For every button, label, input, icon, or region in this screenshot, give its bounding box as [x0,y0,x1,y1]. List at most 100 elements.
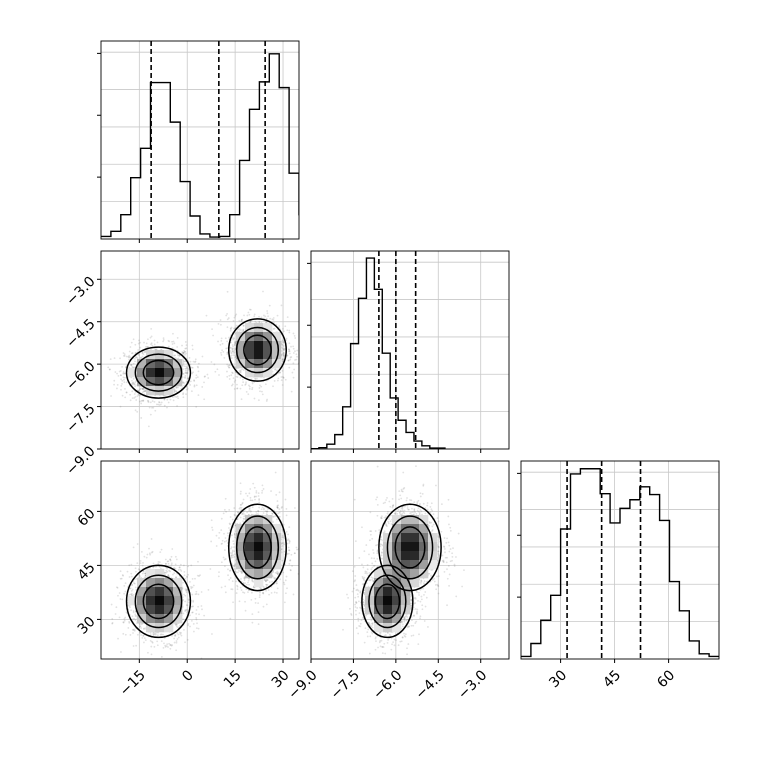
sample-point [283,347,286,350]
sample-point [225,510,228,513]
sample-point [148,552,151,555]
histogram-plot-area [521,461,719,659]
sample-point [288,331,291,334]
sample-point [191,586,194,589]
sample-point [229,552,232,554]
sample-point [276,507,279,509]
density-cell [245,332,255,342]
sample-point [273,577,276,580]
sample-point [187,367,190,370]
sample-point [283,583,286,586]
sample-point [178,566,181,569]
sample-point [120,378,123,381]
sample-point [292,376,295,379]
sample-point [233,350,236,352]
sample-point [133,382,136,385]
sample-point [128,350,131,353]
sample-point [169,644,172,647]
sample-point [123,592,126,595]
sample-point [261,393,264,396]
sample-point [240,570,243,572]
sample-point [176,632,179,634]
sample-point [166,560,169,563]
sample-point [124,372,127,375]
sample-point [167,562,170,565]
sample-point [165,645,168,647]
sample-point [192,584,195,587]
sample-point [186,604,188,606]
sample-point [288,342,291,345]
sample-point [125,391,128,394]
sample-point [110,603,113,606]
histogram-bin [390,398,398,449]
sample-point [109,358,112,360]
sample-point [192,599,195,602]
sample-point [117,374,120,377]
sample-point [129,587,132,590]
sample-point [171,634,173,637]
sample-point [278,371,281,374]
sample-point [183,365,186,368]
sample-point [184,367,187,370]
sample-point [220,529,223,531]
sample-point [136,395,139,398]
sample-point [166,643,169,646]
sample-point [168,569,171,572]
sample-point [195,627,198,630]
sample-point [130,592,133,595]
sample-point [235,313,238,316]
sample-point [124,590,127,593]
histogram-bin [571,474,581,659]
sample-point [258,321,261,324]
sample-point [184,353,186,356]
sample-point [265,578,268,581]
sample-point [122,354,125,357]
sample-point [282,376,285,379]
sample-point [280,507,283,509]
sample-point [175,640,178,642]
sample-point [151,400,154,402]
sample-point [182,352,185,354]
sample-point [244,384,247,386]
histogram-bin [660,520,670,659]
sample-point [163,398,166,401]
sample-point [224,565,226,568]
sample-point [230,384,233,387]
sample-point [218,374,220,376]
contour-line [235,326,280,374]
sample-point [242,324,245,327]
sample-point [242,591,244,594]
sample-point [154,348,156,350]
sample-point [121,598,124,601]
sample-point [115,606,118,609]
histogram-bin [679,611,689,659]
sample-point [211,328,213,331]
sample-point [274,515,276,518]
sample-point [158,404,161,406]
sample-point [152,562,155,565]
sample-point [184,594,187,597]
sample-point [265,317,268,320]
sample-point [182,381,185,384]
sample-point [277,573,279,576]
sample-point [293,334,296,337]
sample-point [282,376,285,379]
sample-point [212,334,215,337]
sample-point [233,507,236,509]
histogram-panel-1 [307,250,510,453]
sample-point [232,554,235,557]
sample-point [286,354,289,357]
sample-point [294,359,296,361]
sample-point [176,346,179,348]
sample-point [123,353,126,356]
sample-point [288,539,291,542]
histogram-bin [131,178,141,239]
sample-point [177,569,180,571]
sample-point [122,574,124,577]
sample-point [279,371,282,374]
sample-point [249,499,252,502]
sample-point [226,318,229,321]
sample-point [153,645,156,648]
sample-point [237,328,239,331]
sample-point [111,622,114,625]
